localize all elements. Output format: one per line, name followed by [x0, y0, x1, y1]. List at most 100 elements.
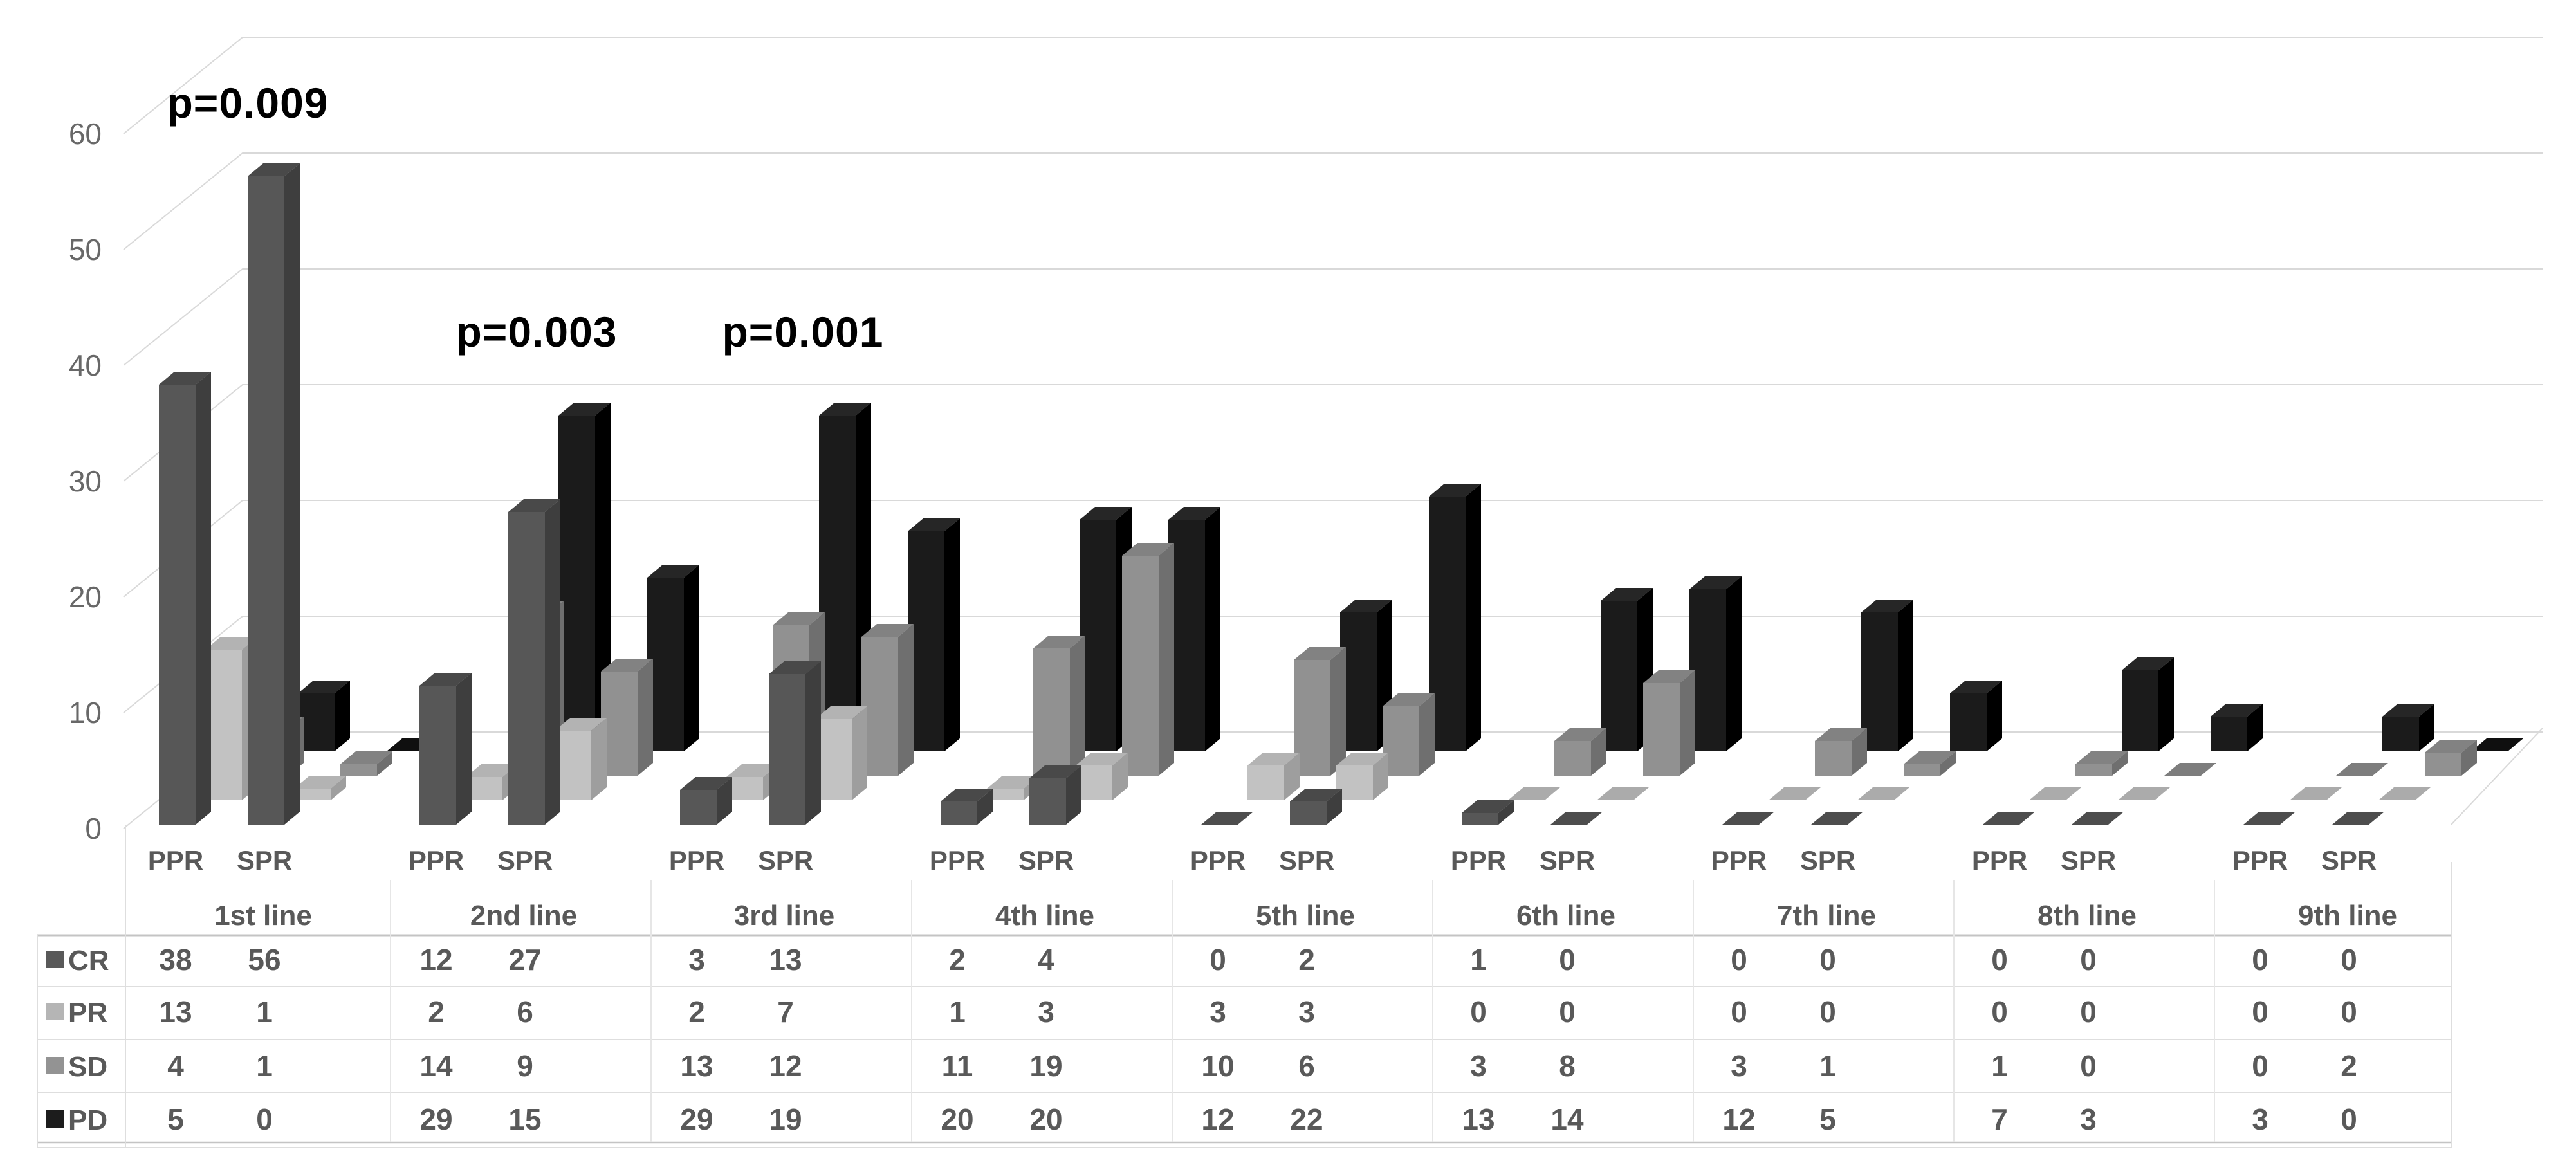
svg-text:56: 56	[248, 943, 281, 976]
svg-text:0: 0	[1819, 943, 1836, 976]
svg-text:PPR: PPR	[930, 845, 985, 875]
svg-text:3: 3	[2080, 1103, 2097, 1136]
svg-text:14: 14	[1550, 1103, 1584, 1136]
svg-text:PR: PR	[68, 997, 107, 1029]
svg-text:0: 0	[2252, 995, 2268, 1029]
svg-text:3: 3	[688, 943, 705, 976]
svg-text:2nd line: 2nd line	[470, 900, 577, 931]
svg-text:2: 2	[2341, 1049, 2357, 1083]
svg-text:3: 3	[1298, 995, 1315, 1029]
svg-text:6: 6	[517, 995, 533, 1029]
svg-text:50: 50	[69, 233, 102, 266]
svg-text:2: 2	[428, 995, 445, 1029]
svg-text:11: 11	[942, 1049, 973, 1083]
svg-text:13: 13	[769, 943, 802, 976]
svg-text:SPR: SPR	[758, 845, 813, 875]
svg-text:PPR: PPR	[148, 845, 203, 875]
svg-text:13: 13	[159, 995, 192, 1029]
svg-text:SD: SD	[68, 1051, 107, 1083]
svg-text:PPR: PPR	[1190, 845, 1246, 875]
svg-text:8th line: 8th line	[2038, 900, 2137, 931]
svg-text:27: 27	[508, 943, 541, 976]
svg-text:20: 20	[69, 580, 102, 614]
svg-text:12: 12	[419, 943, 452, 976]
svg-text:10: 10	[69, 696, 102, 729]
svg-text:SPR: SPR	[1800, 845, 1855, 875]
legend: CR PR SD PD	[46, 945, 109, 1136]
svg-text:20: 20	[1029, 1103, 1062, 1136]
svg-text:12: 12	[769, 1049, 802, 1083]
svg-text:1: 1	[1991, 1049, 2008, 1083]
svg-text:0: 0	[2341, 943, 2357, 976]
svg-text:19: 19	[1029, 1049, 1062, 1083]
svg-text:0: 0	[2252, 943, 2268, 976]
svg-text:0: 0	[1210, 943, 1226, 976]
svg-text:4th line: 4th line	[995, 900, 1094, 931]
svg-text:1: 1	[1470, 943, 1487, 976]
svg-text:4: 4	[1038, 943, 1054, 976]
svg-text:0: 0	[1991, 943, 2008, 976]
svg-text:60: 60	[69, 117, 102, 151]
svg-text:12: 12	[1201, 1103, 1234, 1136]
svg-text:2: 2	[949, 943, 966, 976]
svg-text:0: 0	[256, 1103, 273, 1136]
svg-text:20: 20	[941, 1103, 973, 1136]
svg-text:0: 0	[2252, 1049, 2268, 1083]
svg-text:3rd line: 3rd line	[734, 900, 835, 931]
svg-text:6: 6	[1298, 1049, 1315, 1083]
svg-text:0: 0	[1559, 943, 1576, 976]
svg-text:3: 3	[1470, 1049, 1487, 1083]
svg-text:5: 5	[167, 1103, 184, 1136]
value-axis-labels: 0 10 20 30 40 50 60	[69, 117, 102, 845]
svg-text:1: 1	[1819, 1049, 1836, 1083]
svg-text:6th line: 6th line	[1516, 900, 1615, 931]
svg-text:14: 14	[419, 1049, 453, 1083]
svg-text:0: 0	[2080, 995, 2097, 1029]
svg-text:SPR: SPR	[2321, 845, 2377, 875]
svg-text:4: 4	[167, 1049, 184, 1083]
annotation-p-value-2nd-line: p=0.003	[455, 308, 618, 356]
svg-text:2: 2	[1298, 943, 1315, 976]
svg-text:3: 3	[1038, 995, 1054, 1029]
svg-text:SPR: SPR	[1540, 845, 1595, 875]
svg-text:5: 5	[1819, 1103, 1836, 1136]
annotation-p-value-1st-line: p=0.009	[167, 79, 329, 127]
svg-text:1: 1	[949, 995, 966, 1029]
bars-layer	[159, 163, 2523, 825]
data-table: 1st line 2nd line 3rd line 4th line 5th line…	[37, 825, 2452, 1148]
svg-text:PPR: PPR	[2232, 845, 2288, 875]
svg-text:7: 7	[777, 995, 794, 1029]
svg-text:2: 2	[688, 995, 705, 1029]
svg-text:0: 0	[1731, 995, 1747, 1029]
svg-text:8: 8	[1559, 1049, 1576, 1083]
svg-text:0: 0	[2080, 943, 2097, 976]
svg-text:SPR: SPR	[497, 845, 553, 875]
svg-text:10: 10	[1201, 1049, 1234, 1083]
svg-text:0: 0	[1470, 995, 1487, 1029]
svg-text:1st line: 1st line	[214, 900, 312, 931]
svg-text:SPR: SPR	[1279, 845, 1334, 875]
svg-text:PPR: PPR	[1711, 845, 1767, 875]
svg-text:0: 0	[2341, 1103, 2357, 1136]
svg-text:SPR: SPR	[1018, 845, 1074, 875]
svg-text:0: 0	[2080, 1049, 2097, 1083]
svg-text:0: 0	[85, 812, 102, 845]
svg-text:0: 0	[2341, 995, 2357, 1029]
svg-text:0: 0	[1819, 995, 1836, 1029]
svg-text:22: 22	[1290, 1103, 1323, 1136]
svg-text:5th line: 5th line	[1256, 900, 1355, 931]
svg-text:12: 12	[1722, 1103, 1755, 1136]
svg-text:19: 19	[769, 1103, 802, 1136]
svg-text:PPR: PPR	[1451, 845, 1506, 875]
svg-text:3: 3	[2252, 1103, 2268, 1136]
svg-text:SPR: SPR	[2061, 845, 2116, 875]
svg-text:1: 1	[256, 995, 273, 1029]
svg-text:PD: PD	[68, 1104, 107, 1136]
svg-text:13: 13	[680, 1049, 713, 1083]
svg-text:0: 0	[1991, 995, 2008, 1029]
svg-text:13: 13	[1462, 1103, 1495, 1136]
svg-text:9: 9	[517, 1049, 533, 1083]
svg-text:7th line: 7th line	[1777, 900, 1876, 931]
